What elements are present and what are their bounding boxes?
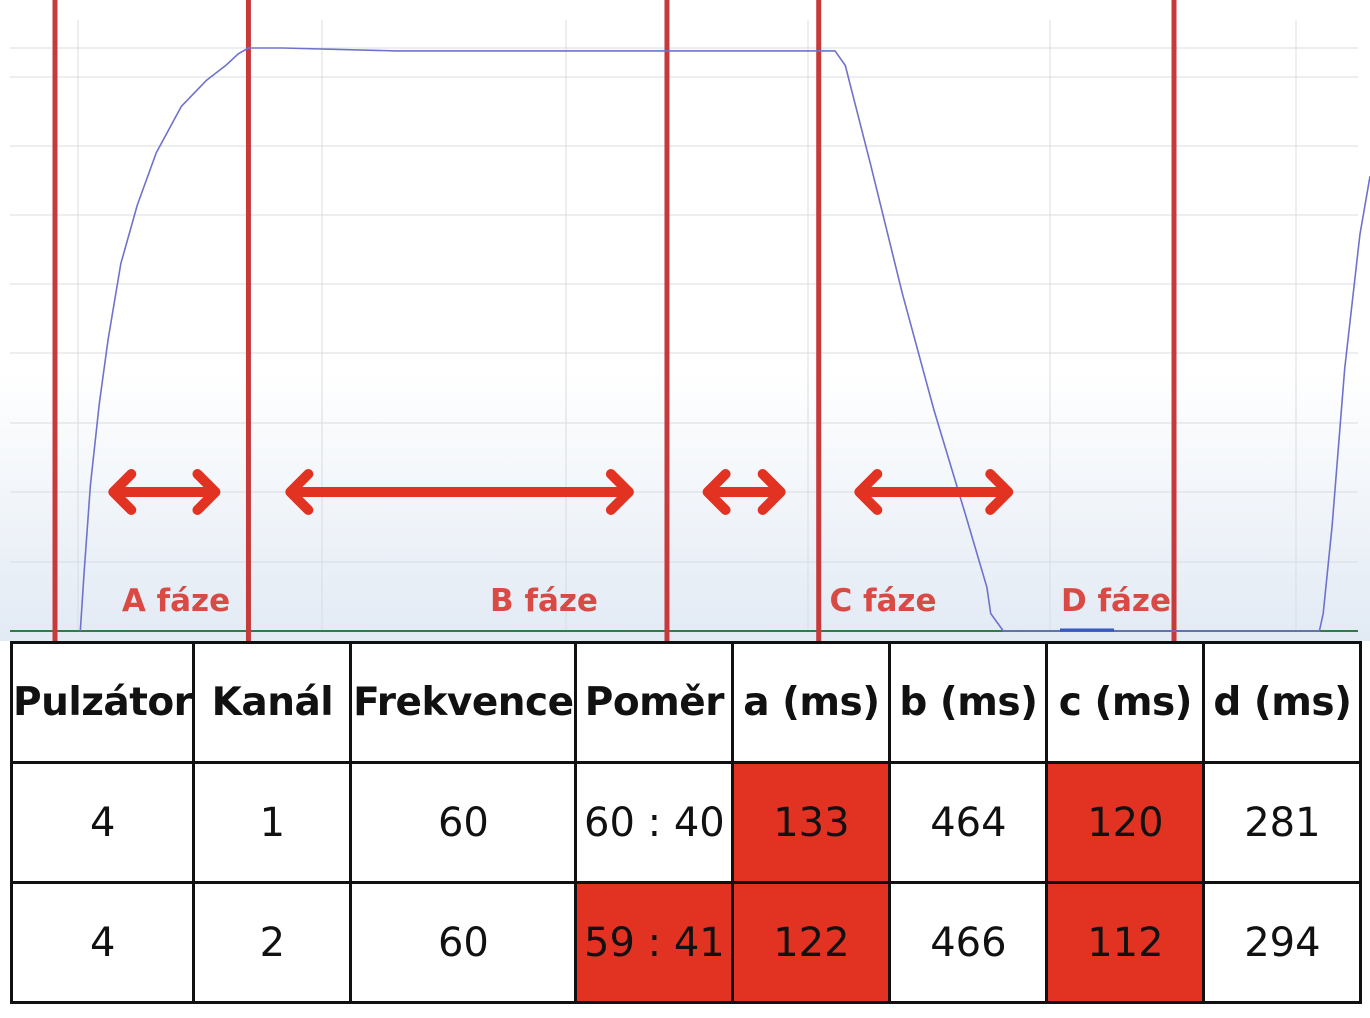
table-cell: 1 (192, 761, 353, 884)
table-cell: 60 (349, 881, 578, 1004)
header-cell: Kanál (192, 641, 353, 764)
header-cell: Pulzátor (9, 641, 196, 764)
phase-arrow (108, 469, 221, 515)
table-header-row: Pulzátor Kanál Frekvence Poměr a (ms) b … (9, 641, 1363, 764)
header-cell: b (ms) (888, 641, 1049, 764)
header-cell: Frekvence (349, 641, 578, 764)
phase-label-d: D fáze (1061, 583, 1171, 619)
table-cell: 120 (1045, 761, 1206, 884)
phase-arrow (285, 469, 634, 515)
phase-arrows (108, 469, 1014, 515)
phase-label-a: A fáze (122, 583, 230, 619)
phase-arrow (854, 469, 1014, 515)
pressure-curve (79, 47, 1370, 632)
table-row: 4 2 60 59 : 41 122 466 112 294 (9, 881, 1363, 1004)
table-cell: 466 (888, 881, 1049, 1004)
phase-label-c: C fáze (829, 583, 936, 619)
phase-arrow (702, 469, 786, 515)
grid-lines (10, 20, 1358, 631)
header-cell: a (ms) (731, 641, 892, 764)
header-cell: Poměr (574, 641, 735, 764)
phase-label-b: B fáze (490, 583, 598, 619)
table-cell: 112 (1045, 881, 1206, 1004)
table-cell: 2 (192, 881, 353, 1004)
table-row: 4 1 60 60 : 40 133 464 120 281 (9, 761, 1363, 884)
table-cell: 60 (349, 761, 578, 884)
header-cell: d (ms) (1202, 641, 1363, 764)
table-cell: 4 (9, 881, 196, 1004)
plot-background (0, 0, 1370, 641)
table-cell: 122 (731, 881, 892, 1004)
table-cell: 281 (1202, 761, 1363, 884)
table-cell: 4 (9, 761, 196, 884)
waveform-chart: A fáze B fáze C fáze D fáze (0, 0, 1370, 641)
pulsator-table: Pulzátor Kanál Frekvence Poměr a (ms) b … (9, 641, 1363, 1004)
series-layer (79, 47, 1370, 632)
phase-boundaries (52, 0, 1177, 641)
table-cell: 133 (731, 761, 892, 884)
table-cell: 59 : 41 (574, 881, 735, 1004)
header-cell: c (ms) (1045, 641, 1206, 764)
table-cell: 60 : 40 (574, 761, 735, 884)
table-cell: 294 (1202, 881, 1363, 1004)
table-cell: 464 (888, 761, 1049, 884)
